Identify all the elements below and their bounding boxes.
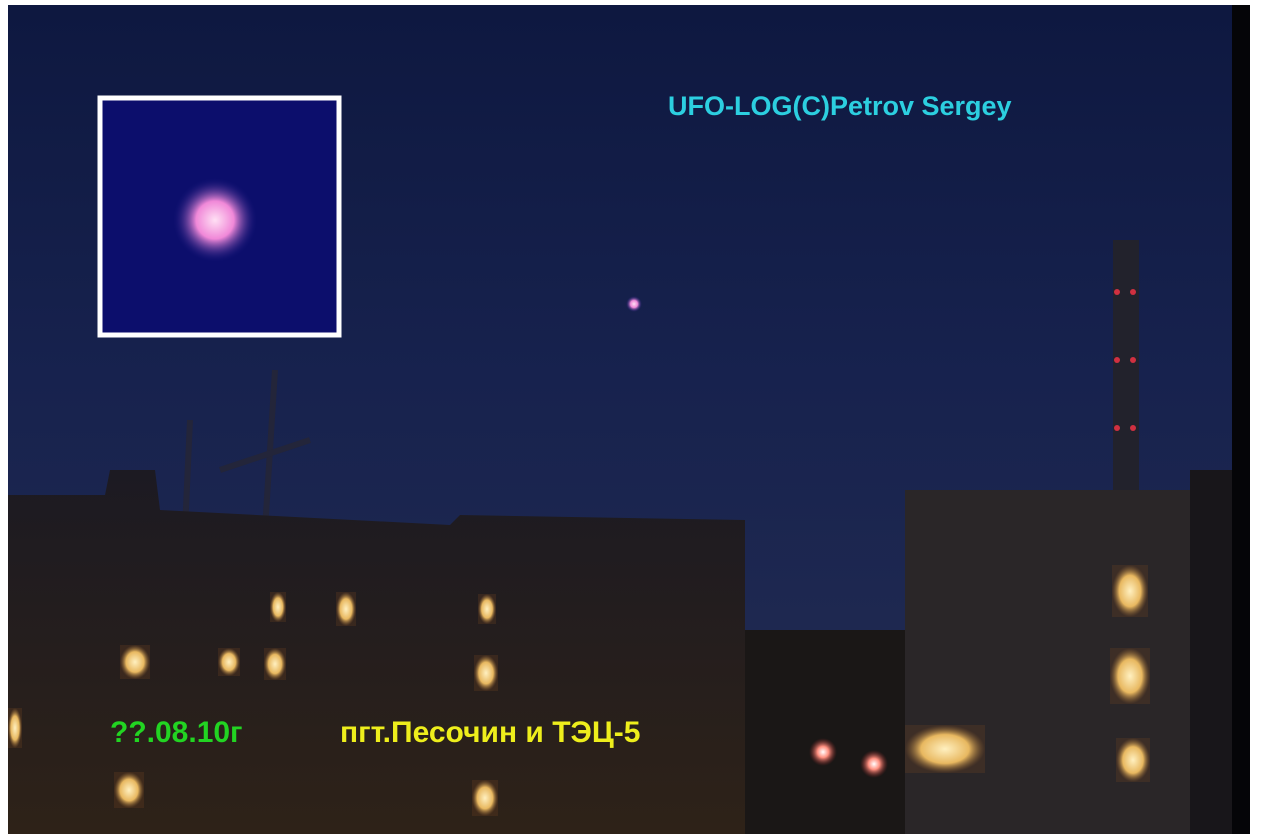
ufo-zoom	[173, 178, 257, 262]
chimney-tower	[1113, 240, 1139, 490]
low-building	[745, 630, 905, 834]
frame-edge	[1232, 5, 1250, 834]
building-edge	[1190, 470, 1232, 834]
ufo-dot	[626, 296, 642, 312]
photo: UFO-LOG(C)Petrov Sergey ??.08.10г пгт.Пе…	[0, 0, 1263, 834]
watermark: UFO-LOG(C)Petrov Sergey	[668, 91, 1012, 121]
location-caption: пгт.Песочин и ТЭЦ-5	[340, 716, 640, 749]
date-caption: ??.08.10г	[110, 716, 243, 749]
page: {"watermark": "UFO-LOG(C)Petrov Sergey",…	[0, 0, 1263, 834]
